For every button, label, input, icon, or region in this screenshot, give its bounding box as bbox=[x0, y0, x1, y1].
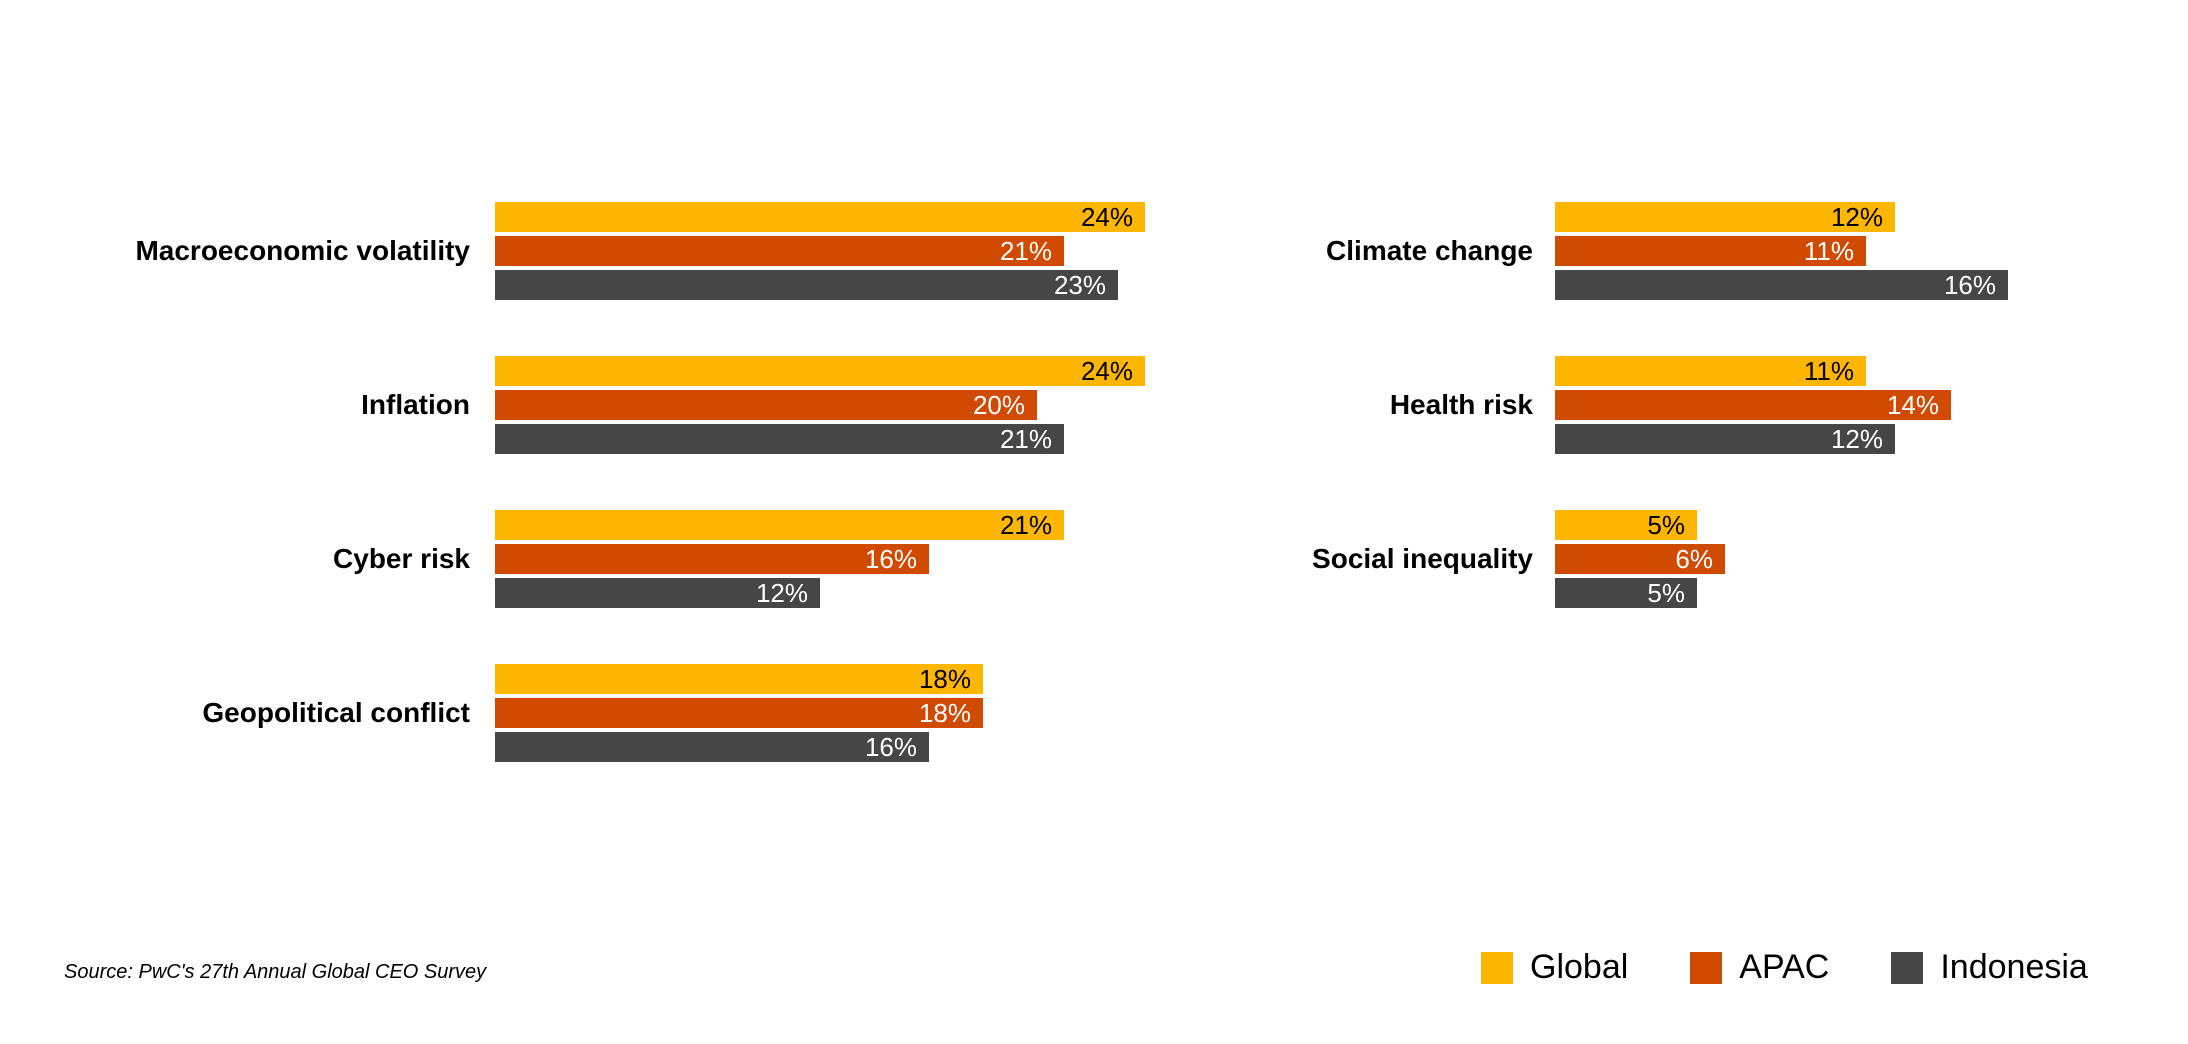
bar-value-label: 16% bbox=[1943, 269, 1996, 300]
bar-value-label: 16% bbox=[864, 731, 917, 762]
bar-group: 24% 20% 21% bbox=[495, 356, 1145, 458]
apac-color-swatch bbox=[1690, 951, 1723, 984]
indonesia-color-swatch bbox=[1891, 951, 1924, 984]
bar-global: 12% bbox=[1555, 202, 1895, 232]
bar-value-label: 23% bbox=[1053, 269, 1106, 300]
bar-global: 5% bbox=[1555, 510, 1697, 540]
legend-label-apac: APAC bbox=[1739, 948, 1830, 986]
chart-legend: Global APAC Indonesia bbox=[1481, 948, 2088, 987]
bar-value-label: 12% bbox=[1830, 201, 1883, 232]
bar-value-label: 24% bbox=[1080, 201, 1133, 232]
bar-value-label: 21% bbox=[999, 235, 1052, 266]
bar-indonesia: 12% bbox=[495, 578, 820, 608]
category-label: Social inequality bbox=[1312, 542, 1533, 574]
bar-value-label: 5% bbox=[1647, 509, 1685, 540]
bar-apac: 6% bbox=[1555, 544, 1725, 574]
bar-value-label: 24% bbox=[1080, 355, 1133, 386]
bar-group: 21% 16% 12% bbox=[495, 510, 1064, 612]
bar-value-label: 21% bbox=[999, 509, 1052, 540]
bar-apac: 20% bbox=[495, 390, 1037, 420]
category-group: Health risk 11% 14% 12% bbox=[1060, 356, 2188, 454]
bar-value-label: 12% bbox=[755, 577, 808, 608]
bar-apac: 11% bbox=[1555, 236, 1866, 266]
bar-group: 12% 11% 16% bbox=[1555, 202, 2008, 304]
category-label: Geopolitical conflict bbox=[202, 696, 470, 728]
bar-indonesia: 12% bbox=[1555, 424, 1895, 454]
bar-value-label: 20% bbox=[972, 389, 1025, 420]
bar-indonesia: 16% bbox=[1555, 270, 2008, 300]
bar-global: 18% bbox=[495, 664, 983, 694]
bar-apac: 14% bbox=[1555, 390, 1951, 420]
bar-group: 24% 21% 23% bbox=[495, 202, 1145, 304]
bar-value-label: 11% bbox=[1803, 235, 1854, 266]
bar-value-label: 11% bbox=[1803, 355, 1854, 386]
bar-indonesia: 5% bbox=[1555, 578, 1697, 608]
legend-item-apac: APAC bbox=[1690, 948, 1829, 987]
bar-global: 21% bbox=[495, 510, 1064, 540]
category-group: Social inequality 5% 6% 5% bbox=[1060, 510, 2188, 608]
bar-group: 5% 6% 5% bbox=[1555, 510, 1725, 612]
bar-value-label: 12% bbox=[1830, 423, 1883, 454]
bar-value-label: 5% bbox=[1647, 577, 1685, 608]
bar-global: 24% bbox=[495, 356, 1145, 386]
bar-value-label: 6% bbox=[1675, 543, 1713, 574]
bar-value-label: 21% bbox=[999, 423, 1052, 454]
legend-item-indonesia: Indonesia bbox=[1891, 948, 2088, 987]
bar-global: 24% bbox=[495, 202, 1145, 232]
bar-apac: 16% bbox=[495, 544, 929, 574]
bar-chart-right-panel: Climate change 12% 11% 16% Health risk 11% 14%… bbox=[1060, 202, 2188, 692]
bar-indonesia: 23% bbox=[495, 270, 1118, 300]
legend-item-global: Global bbox=[1481, 948, 1628, 987]
bar-global: 11% bbox=[1555, 356, 1866, 386]
category-label: Health risk bbox=[1389, 388, 1533, 420]
category-group: Macroeconomic volatility 24% 21% 23% bbox=[0, 202, 1250, 300]
legend-label-indonesia: Indonesia bbox=[1940, 948, 2088, 986]
bar-apac: 21% bbox=[495, 236, 1064, 266]
category-label: Inflation bbox=[361, 388, 470, 420]
category-group: Cyber risk 21% 16% 12% bbox=[0, 510, 1250, 608]
category-label: Macroeconomic volatility bbox=[135, 234, 470, 266]
bar-value-label: 18% bbox=[918, 663, 971, 694]
bar-apac: 18% bbox=[495, 698, 983, 728]
bar-group: 18% 18% 16% bbox=[495, 664, 983, 766]
global-color-swatch bbox=[1481, 951, 1513, 984]
category-group: Climate change 12% 11% 16% bbox=[1060, 202, 2188, 300]
category-group: Geopolitical conflict 18% 18% 16% bbox=[0, 664, 1250, 762]
bar-value-label: 14% bbox=[1886, 389, 1939, 420]
legend-label-global: Global bbox=[1530, 948, 1629, 986]
bar-value-label: 18% bbox=[918, 697, 971, 728]
category-label: Cyber risk bbox=[333, 542, 470, 574]
bar-value-label: 16% bbox=[864, 543, 917, 574]
bar-indonesia: 21% bbox=[495, 424, 1064, 454]
bar-indonesia: 16% bbox=[495, 732, 929, 762]
bar-group: 11% 14% 12% bbox=[1555, 356, 1951, 458]
bar-chart-left-panel: Macroeconomic volatility 24% 21% 23% Inflati… bbox=[0, 202, 1250, 842]
source-note: Source: PwC's 27th Annual Global CEO Sur… bbox=[64, 961, 487, 983]
category-group: Inflation 24% 20% 21% bbox=[0, 356, 1250, 454]
category-label: Climate change bbox=[1326, 234, 1533, 266]
